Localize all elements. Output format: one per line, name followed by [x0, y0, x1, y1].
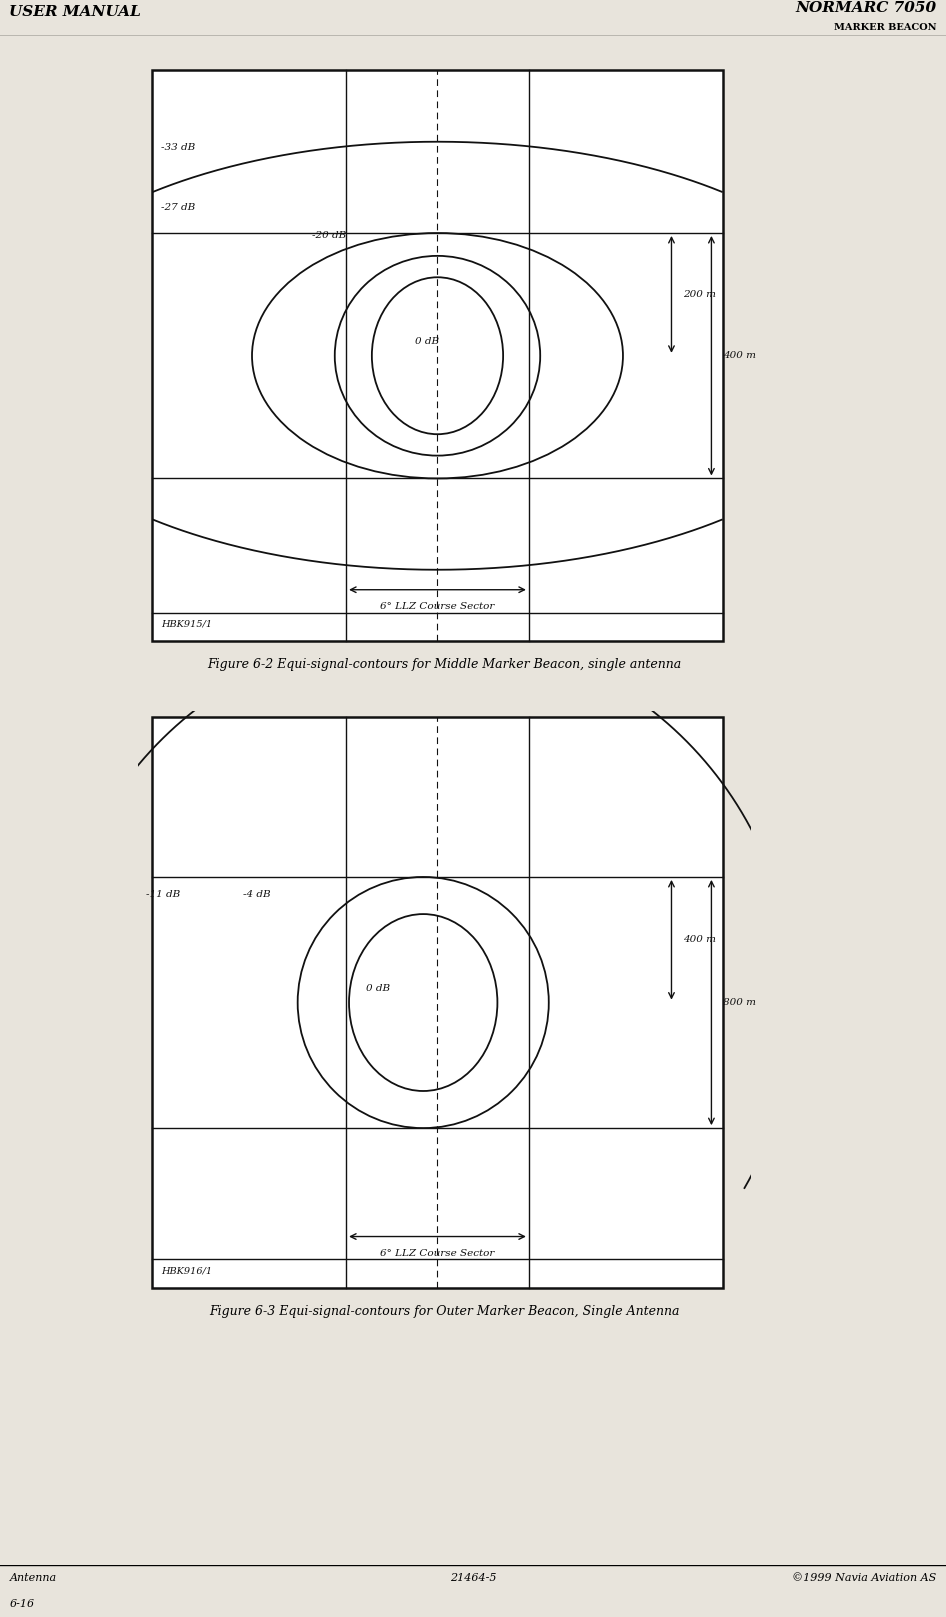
- Text: HBK915/1: HBK915/1: [161, 619, 212, 629]
- Text: -33 dB: -33 dB: [161, 142, 195, 152]
- Text: Antenna: Antenna: [9, 1573, 57, 1583]
- Text: 6-16: 6-16: [9, 1599, 35, 1609]
- Text: 6° LLZ Course Sector: 6° LLZ Course Sector: [380, 603, 495, 611]
- FancyBboxPatch shape: [152, 718, 723, 1287]
- Text: 21464-5: 21464-5: [449, 1573, 497, 1583]
- Text: -11 dB: -11 dB: [147, 889, 181, 899]
- Text: 200 m: 200 m: [683, 289, 716, 299]
- Text: MARKER BEACON: MARKER BEACON: [834, 23, 937, 32]
- Text: 400 m: 400 m: [723, 351, 756, 361]
- Text: -20 dB: -20 dB: [312, 231, 346, 241]
- Text: ©1999 Navia Aviation AS: ©1999 Navia Aviation AS: [793, 1573, 937, 1583]
- Text: Figure 6-3 Equi-signal-contours for Outer Marker Beacon, Single Antenna: Figure 6-3 Equi-signal-contours for Oute…: [209, 1305, 680, 1318]
- FancyBboxPatch shape: [152, 71, 723, 640]
- Text: NORMARC 7050: NORMARC 7050: [796, 2, 937, 15]
- Text: -4 dB: -4 dB: [243, 889, 272, 899]
- Text: 6° LLZ Course Sector: 6° LLZ Course Sector: [380, 1250, 495, 1258]
- Text: 400 m: 400 m: [683, 935, 716, 944]
- Text: 800 m: 800 m: [723, 998, 756, 1007]
- Text: USER MANUAL: USER MANUAL: [9, 5, 141, 19]
- Text: 0 dB: 0 dB: [414, 336, 439, 346]
- Text: -27 dB: -27 dB: [161, 202, 195, 212]
- Text: 0 dB: 0 dB: [366, 983, 391, 993]
- Text: Figure 6-2 Equi-signal-contours for Middle Marker Beacon, single antenna: Figure 6-2 Equi-signal-contours for Midd…: [207, 658, 682, 671]
- Text: HBK916/1: HBK916/1: [161, 1266, 212, 1276]
